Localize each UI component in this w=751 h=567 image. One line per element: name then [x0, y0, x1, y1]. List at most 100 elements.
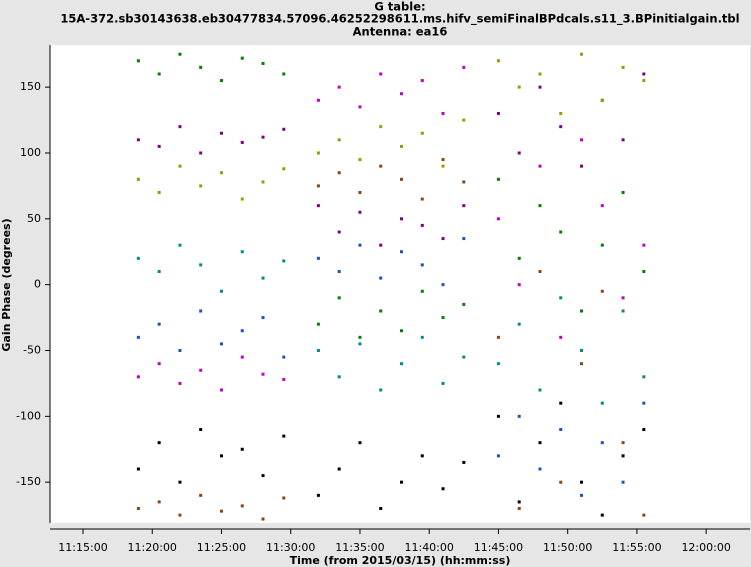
- point: [219, 454, 223, 458]
- point: [538, 441, 542, 445]
- point: [316, 184, 320, 188]
- point: [559, 401, 563, 405]
- point: [157, 441, 161, 445]
- x-tick-label: 11:55:00: [612, 541, 661, 554]
- title-line: G table:: [374, 0, 425, 14]
- point: [157, 322, 161, 326]
- point: [316, 348, 320, 352]
- point: [400, 480, 404, 484]
- point: [261, 316, 265, 320]
- point: [538, 204, 542, 208]
- point: [157, 269, 161, 273]
- point: [178, 513, 182, 517]
- point: [337, 85, 341, 89]
- point: [538, 72, 542, 76]
- point: [178, 52, 182, 56]
- point: [282, 259, 286, 263]
- point: [282, 167, 286, 171]
- point: [136, 256, 140, 260]
- point: [559, 230, 563, 234]
- point: [517, 507, 521, 511]
- x-tick-label: 11:50:00: [543, 541, 592, 554]
- x-tick-label: 12:00:00: [681, 541, 730, 554]
- point: [240, 355, 244, 359]
- point: [600, 204, 604, 208]
- point: [379, 164, 383, 168]
- point: [420, 289, 424, 293]
- point: [462, 355, 466, 359]
- point: [316, 98, 320, 102]
- point: [642, 401, 646, 405]
- point: [496, 111, 500, 115]
- y-tick-label: 100: [20, 146, 41, 159]
- point: [580, 309, 584, 313]
- point: [538, 164, 542, 168]
- point: [358, 243, 362, 247]
- point: [517, 85, 521, 89]
- point: [559, 111, 563, 115]
- y-tick-label: -50: [23, 343, 41, 356]
- point: [621, 65, 625, 69]
- point: [538, 388, 542, 392]
- point: [337, 467, 341, 471]
- point: [441, 158, 445, 162]
- point: [400, 250, 404, 254]
- point: [358, 105, 362, 109]
- point: [379, 388, 383, 392]
- point: [580, 52, 584, 56]
- point: [379, 72, 383, 76]
- point: [261, 61, 265, 65]
- y-tick-label: 150: [20, 80, 41, 93]
- point: [379, 243, 383, 247]
- point: [282, 434, 286, 438]
- point: [157, 362, 161, 366]
- point: [219, 342, 223, 346]
- point: [642, 375, 646, 379]
- point: [178, 164, 182, 168]
- point: [282, 72, 286, 76]
- point: [219, 131, 223, 135]
- point: [337, 375, 341, 379]
- point: [178, 348, 182, 352]
- y-tick-label: 0: [34, 278, 41, 291]
- point: [337, 138, 341, 142]
- point: [219, 509, 223, 513]
- point: [621, 190, 625, 194]
- point: [199, 428, 203, 432]
- point: [517, 414, 521, 418]
- point: [559, 480, 563, 484]
- point: [379, 309, 383, 313]
- point: [337, 269, 341, 273]
- point: [199, 263, 203, 267]
- title-line: 15A-372.sb30143638.eb30477834.57096.4625…: [60, 12, 739, 27]
- x-axis-label: Time (from 2015/03/15) (hh:mm:ss): [290, 554, 511, 567]
- point: [240, 140, 244, 144]
- point: [580, 480, 584, 484]
- point: [621, 309, 625, 313]
- title-line: Antenna: ea16: [353, 25, 448, 39]
- point: [462, 65, 466, 69]
- point: [621, 296, 625, 300]
- point: [538, 467, 542, 471]
- point: [538, 269, 542, 273]
- point: [441, 381, 445, 385]
- point: [642, 79, 646, 83]
- point: [240, 56, 244, 60]
- point: [178, 125, 182, 129]
- point: [517, 322, 521, 326]
- point: [580, 493, 584, 497]
- point: [441, 283, 445, 287]
- point: [400, 144, 404, 148]
- point: [282, 127, 286, 131]
- point: [600, 401, 604, 405]
- point: [199, 184, 203, 188]
- point: [420, 79, 424, 83]
- point: [420, 131, 424, 135]
- point: [157, 144, 161, 148]
- point: [580, 362, 584, 366]
- point: [462, 460, 466, 464]
- point: [136, 138, 140, 142]
- point: [282, 496, 286, 500]
- point: [337, 171, 341, 175]
- point: [496, 414, 500, 418]
